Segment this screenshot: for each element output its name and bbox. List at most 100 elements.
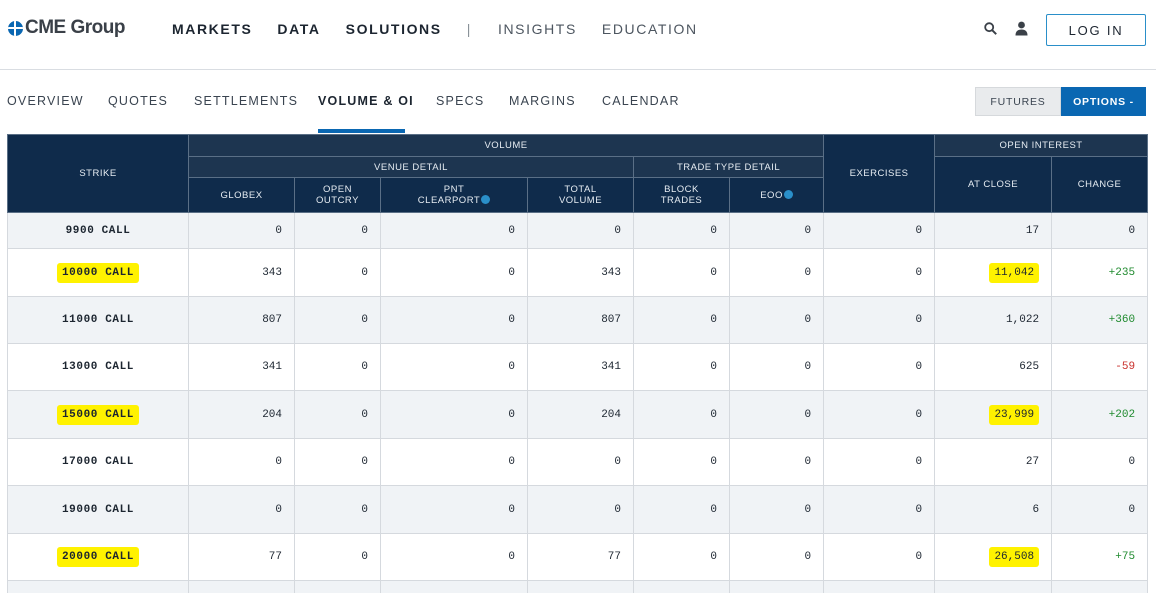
change-value: +202: [1108, 408, 1136, 421]
open-outcry-cell: 0: [294, 533, 381, 581]
eoo-cell: 0: [728, 485, 825, 534]
change-value: 0: [1128, 456, 1136, 468]
open-outcry-cell: 0: [294, 212, 381, 249]
eoo-value: 0: [804, 408, 812, 421]
open-outcry-cell: 0: [294, 343, 381, 391]
change-value: +360: [1108, 314, 1136, 326]
exercises-cell: 0: [823, 438, 936, 486]
user-icon[interactable]: [1015, 21, 1028, 36]
strike-cell: [7, 580, 189, 593]
info-icon[interactable]: [783, 189, 793, 199]
total-volume-value: 343: [601, 266, 621, 279]
volume-oi-table-container: STRIKE VOLUME EXERCISES OPEN INTEREST VE…: [7, 134, 1149, 593]
nav-education[interactable]: EDUCATION: [601, 21, 698, 37]
total-volume-value: 807: [601, 314, 621, 326]
change-cell: 0: [1051, 485, 1149, 534]
table-row: 17000 CALL 0 0 0 0 0 0 0 27 0: [7, 438, 1149, 486]
at-close-value: 27: [1025, 456, 1040, 468]
table-row: 10000 CALL 343 0 0 343 0 0 0 11,042 +235: [7, 248, 1149, 297]
tab-calendar[interactable]: CALENDAR: [602, 94, 680, 108]
nav-insights[interactable]: INSIGHTS: [497, 21, 577, 37]
change-header: CHANGE: [1051, 156, 1149, 213]
pnt-clearport-value: 0: [508, 503, 515, 516]
tab-overview[interactable]: OVERVIEW: [7, 94, 84, 108]
block-trades-cell: 0: [633, 390, 730, 439]
eoo-cell: [728, 580, 825, 593]
open-outcry-cell: 0: [294, 390, 381, 439]
at-close-header: AT CLOSE: [934, 156, 1053, 213]
change-cell: +360: [1051, 296, 1149, 344]
search-icon[interactable]: [984, 22, 997, 35]
pnt-clearport-cell: 0: [380, 390, 528, 439]
strike-cell: 17000 CALL: [7, 438, 189, 486]
info-icon[interactable]: [481, 195, 491, 204]
exercises-cell: 0: [823, 248, 936, 297]
exercises-cell: 0: [823, 212, 936, 249]
change-value: +75: [1115, 551, 1136, 563]
globex-cell: 0: [188, 212, 295, 249]
exercises-cell: [823, 580, 936, 593]
pnt-clearport-cell: 0: [380, 485, 528, 534]
exercises-cell: 0: [823, 533, 936, 581]
tab-specs[interactable]: SPECS: [436, 94, 485, 108]
eoo-header-cell: EOO: [728, 177, 825, 213]
eoo-cell: 0: [728, 390, 825, 439]
logo-text: CME Group: [25, 17, 126, 38]
pnt-clearport-value: 0: [508, 408, 515, 421]
eoo-cell: 0: [728, 296, 825, 344]
tab-margins[interactable]: MARGINS: [509, 94, 576, 108]
globex-value: 204: [262, 408, 282, 421]
total-volume-cell: 341: [527, 343, 634, 391]
open-interest-group-header: OPEN INTEREST: [934, 134, 1149, 157]
nav-markets[interactable]: MARKETS: [172, 21, 253, 37]
nav-data[interactable]: DATA: [277, 21, 321, 37]
options-toggle-button[interactable]: OPTIONS -: [1061, 87, 1146, 116]
tab-volume-oi[interactable]: VOLUME & OI: [318, 94, 414, 108]
open-outcry-value: 0: [361, 456, 368, 468]
at-close-value: 6: [1032, 503, 1040, 516]
change-value: -59: [1115, 361, 1136, 373]
pnt-clearport-value: 0: [508, 456, 515, 468]
pnt-clearport-cell: 0: [380, 343, 528, 391]
exercises-cell: 0: [823, 343, 936, 391]
login-button[interactable]: LOG IN: [1046, 14, 1146, 46]
open-outcry-cell: 0: [294, 438, 381, 486]
block-trades-value: 0: [710, 408, 717, 421]
block-trades-cell: 0: [633, 438, 730, 486]
globex-value: 0: [275, 503, 282, 516]
table-row: 19000 CALL 0 0 0 0 0 0 0 6 0: [7, 485, 1149, 534]
strike-cell: 10000 CALL: [7, 248, 189, 297]
top-header: CME Group MARKETS DATA SOLUTIONS | INSIG…: [0, 0, 1156, 70]
block-trades-cell: 0: [633, 248, 730, 297]
nav-solutions[interactable]: SOLUTIONS: [345, 21, 442, 37]
at-close-cell: 11,042: [934, 248, 1053, 297]
block-trades-value: 0: [710, 361, 717, 373]
strike-cell: 9900 CALL: [7, 212, 189, 249]
change-cell: [1051, 580, 1149, 593]
total-volume-cell: [527, 580, 634, 593]
block-trades-value: 0: [710, 503, 717, 516]
pnt-clearport-cell: 0: [380, 248, 528, 297]
futures-toggle-button[interactable]: FUTURES: [975, 87, 1061, 116]
pnt-clearport-cell: 0: [380, 296, 528, 344]
tab-settlements[interactable]: SETTLEMENTS: [194, 94, 299, 108]
open-outcry-value: 0: [361, 266, 368, 279]
exercises-cell: 0: [823, 390, 936, 439]
table-row: 13000 CALL 341 0 0 341 0 0 0 625 -59: [7, 343, 1149, 391]
globex-cell: 341: [188, 343, 295, 391]
trade-type-detail-header: TRADE TYPE DETAIL: [632, 156, 825, 178]
exercises-value: 0: [915, 456, 923, 468]
exercises-value: 0: [915, 503, 923, 516]
at-close-cell: 23,999: [934, 390, 1053, 439]
block-trades-cell: [633, 580, 730, 593]
cme-group-logo[interactable]: CME Group: [8, 17, 126, 39]
globe-icon: [8, 20, 23, 36]
total-volume-value: 77: [607, 551, 621, 563]
block-trades-cell: 0: [633, 212, 730, 249]
block-trades-value: 0: [710, 314, 717, 326]
tab-quotes[interactable]: QUOTES: [108, 94, 168, 108]
eoo-header: EOO: [760, 189, 783, 201]
pnt-clearport-value: 0: [508, 551, 515, 563]
open-outcry-cell: 0: [294, 296, 381, 344]
table-body: 9900 CALL 0 0 0 0 0 0 0 17 0 10000 CALL 343 0 0 343 0 0 0…: [7, 212, 1149, 593]
